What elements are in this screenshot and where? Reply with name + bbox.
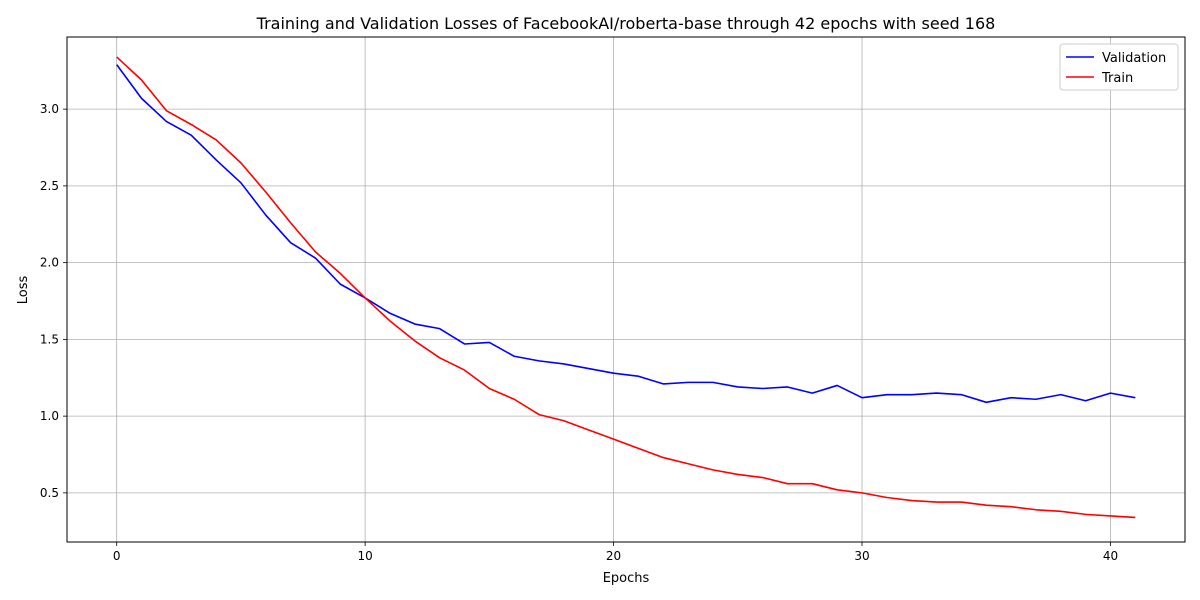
x-tick-label: 10 [357, 549, 372, 563]
series-line-validation [116, 64, 1136, 404]
legend-label-train: Train [1101, 71, 1133, 86]
x-axis-ticks: 0 10 20 30 40 [113, 542, 1118, 563]
y-axis-ticks: 0.5 1.0 1.5 2.0 2.5 3.0 [40, 102, 67, 500]
plot-area-frame [66, 36, 1186, 543]
chart-title: Training and Validation Losses of Facebo… [256, 14, 996, 33]
legend-box [1059, 43, 1179, 91]
y-tick-label: 3.0 [40, 102, 59, 116]
y-tick-label: 1.5 [40, 332, 59, 346]
x-tick-label: 40 [1103, 549, 1118, 563]
y-tick-label: 1.0 [40, 409, 59, 423]
x-tick-label: 20 [606, 549, 621, 563]
series-line-train [116, 56, 1136, 519]
y-tick-label: 2.5 [40, 179, 59, 193]
y-axis-label: Loss [16, 276, 31, 305]
series-lines [116, 56, 1136, 519]
y-tick-label: 2.0 [40, 256, 59, 270]
grid [67, 37, 1185, 542]
legend: Validation Train [1059, 43, 1179, 91]
y-tick-label: 0.5 [40, 486, 59, 500]
x-tick-label: 0 [113, 549, 121, 563]
legend-label-validation: Validation [1102, 51, 1166, 66]
x-axis-label: Epochs [603, 571, 650, 586]
x-tick-label: 30 [854, 549, 869, 563]
